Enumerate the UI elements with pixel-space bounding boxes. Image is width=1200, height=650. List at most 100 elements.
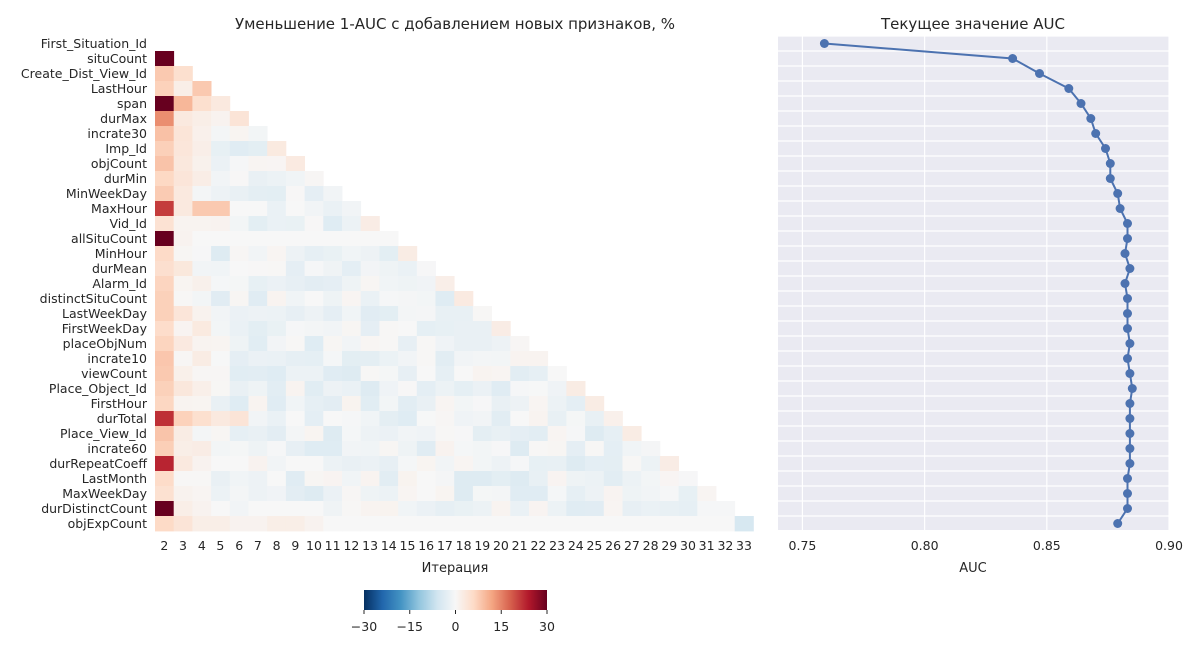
- heatmap-cell: [211, 261, 231, 277]
- heatmap-cell: [173, 516, 193, 532]
- heatmap-cell: [285, 216, 305, 232]
- heatmap-cell: [360, 336, 380, 352]
- heatmap-cell: [342, 351, 362, 367]
- heatmap-cell: [155, 321, 175, 337]
- heatmap-cell: [304, 171, 324, 187]
- heatmap-cell: [173, 231, 193, 247]
- auc-plot-background: [778, 36, 1169, 530]
- heatmap-cell: [416, 306, 436, 322]
- heatmap-cell: [173, 351, 193, 367]
- heatmap-row-label: Vid_Id: [109, 216, 147, 231]
- heatmap-cell: [585, 411, 605, 427]
- heatmap-cell: [416, 396, 436, 412]
- heatmap-cell: [173, 216, 193, 232]
- heatmap-cell: [173, 141, 193, 157]
- heatmap-cell: [192, 351, 212, 367]
- auc-tick-label: 0.85: [1033, 538, 1061, 553]
- heatmap-column-label: 2: [160, 538, 168, 553]
- heatmap-cell: [734, 516, 754, 532]
- heatmap-column-label: 15: [400, 538, 416, 553]
- heatmap-cell: [360, 516, 380, 532]
- heatmap-cell: [192, 456, 212, 472]
- heatmap-cell: [547, 441, 567, 457]
- heatmap-row-label: durMean: [92, 261, 147, 276]
- heatmap-cell: [398, 246, 418, 262]
- heatmap-cell: [342, 216, 362, 232]
- heatmap-cell: [304, 291, 324, 307]
- heatmap-cell: [323, 186, 343, 202]
- heatmap-cell: [379, 486, 399, 502]
- heatmap-cell: [248, 336, 268, 352]
- heatmap-cell: [304, 216, 324, 232]
- heatmap-cell: [379, 396, 399, 412]
- heatmap-cell: [678, 471, 698, 487]
- heatmap-cell: [229, 231, 249, 247]
- heatmap-cell: [173, 486, 193, 502]
- heatmap-cell: [211, 441, 231, 457]
- heatmap-cell: [229, 246, 249, 262]
- heatmap-cell: [472, 471, 492, 487]
- heatmap-cell: [547, 501, 567, 517]
- heatmap-cell: [398, 516, 418, 532]
- heatmap-cell: [248, 411, 268, 427]
- heatmap-column-label: 18: [456, 538, 472, 553]
- heatmap-cell: [155, 486, 175, 502]
- heatmap-cell: [211, 501, 231, 517]
- heatmap-cell: [472, 381, 492, 397]
- heatmap-cell: [229, 501, 249, 517]
- heatmap-cell: [192, 486, 212, 502]
- heatmap-cell: [173, 201, 193, 217]
- heatmap-cell: [472, 351, 492, 367]
- heatmap-cell: [155, 246, 175, 262]
- heatmap-row-label: objExpCount: [68, 516, 148, 531]
- heatmap-cell: [566, 486, 586, 502]
- heatmap-cell: [192, 81, 212, 97]
- heatmap-cell: [342, 516, 362, 532]
- heatmap-cell: [342, 261, 362, 277]
- heatmap-cell: [155, 156, 175, 172]
- heatmap-column-label: 21: [512, 538, 528, 553]
- heatmap-cell: [323, 516, 343, 532]
- heatmap-cell: [211, 456, 231, 472]
- heatmap-cell: [229, 261, 249, 277]
- heatmap-cell: [360, 246, 380, 262]
- heatmap-row-label: viewCount: [81, 366, 147, 381]
- auc-point: [1123, 489, 1132, 498]
- heatmap-cell: [360, 441, 380, 457]
- heatmap-cell: [211, 156, 231, 172]
- heatmap-cell: [622, 486, 642, 502]
- auc-point: [1091, 129, 1101, 138]
- heatmap-cell: [173, 306, 193, 322]
- heatmap-cell: [304, 321, 324, 337]
- auc-point: [1086, 114, 1096, 123]
- heatmap-cell: [603, 441, 623, 457]
- heatmap-cell: [641, 486, 661, 502]
- heatmap-cell: [398, 336, 418, 352]
- heatmap-cell: [285, 366, 305, 382]
- heatmap-cell: [398, 381, 418, 397]
- heatmap-cell: [641, 471, 661, 487]
- heatmap-column-label: 29: [661, 538, 677, 553]
- heatmap-column-label: 7: [254, 538, 262, 553]
- heatmap-cell: [529, 426, 549, 442]
- heatmap-cell: [323, 291, 343, 307]
- heatmap-cell: [454, 306, 474, 322]
- heatmap-cell: [192, 306, 212, 322]
- heatmap-cell: [379, 516, 399, 532]
- heatmap-cell: [285, 261, 305, 277]
- heatmap-cell: [173, 156, 193, 172]
- heatmap-cell: [229, 171, 249, 187]
- heatmap-cell: [211, 216, 231, 232]
- heatmap-cell: [267, 171, 287, 187]
- heatmap-cell: [472, 486, 492, 502]
- heatmap-column-label: 23: [549, 538, 565, 553]
- heatmap-cell: [267, 486, 287, 502]
- heatmap-cell: [229, 276, 249, 292]
- heatmap-cell: [716, 516, 736, 532]
- heatmap-cell: [622, 471, 642, 487]
- heatmap-cell: [248, 126, 268, 142]
- heatmap-cell: [379, 276, 399, 292]
- heatmap-cell: [267, 396, 287, 412]
- heatmap-cell: [267, 336, 287, 352]
